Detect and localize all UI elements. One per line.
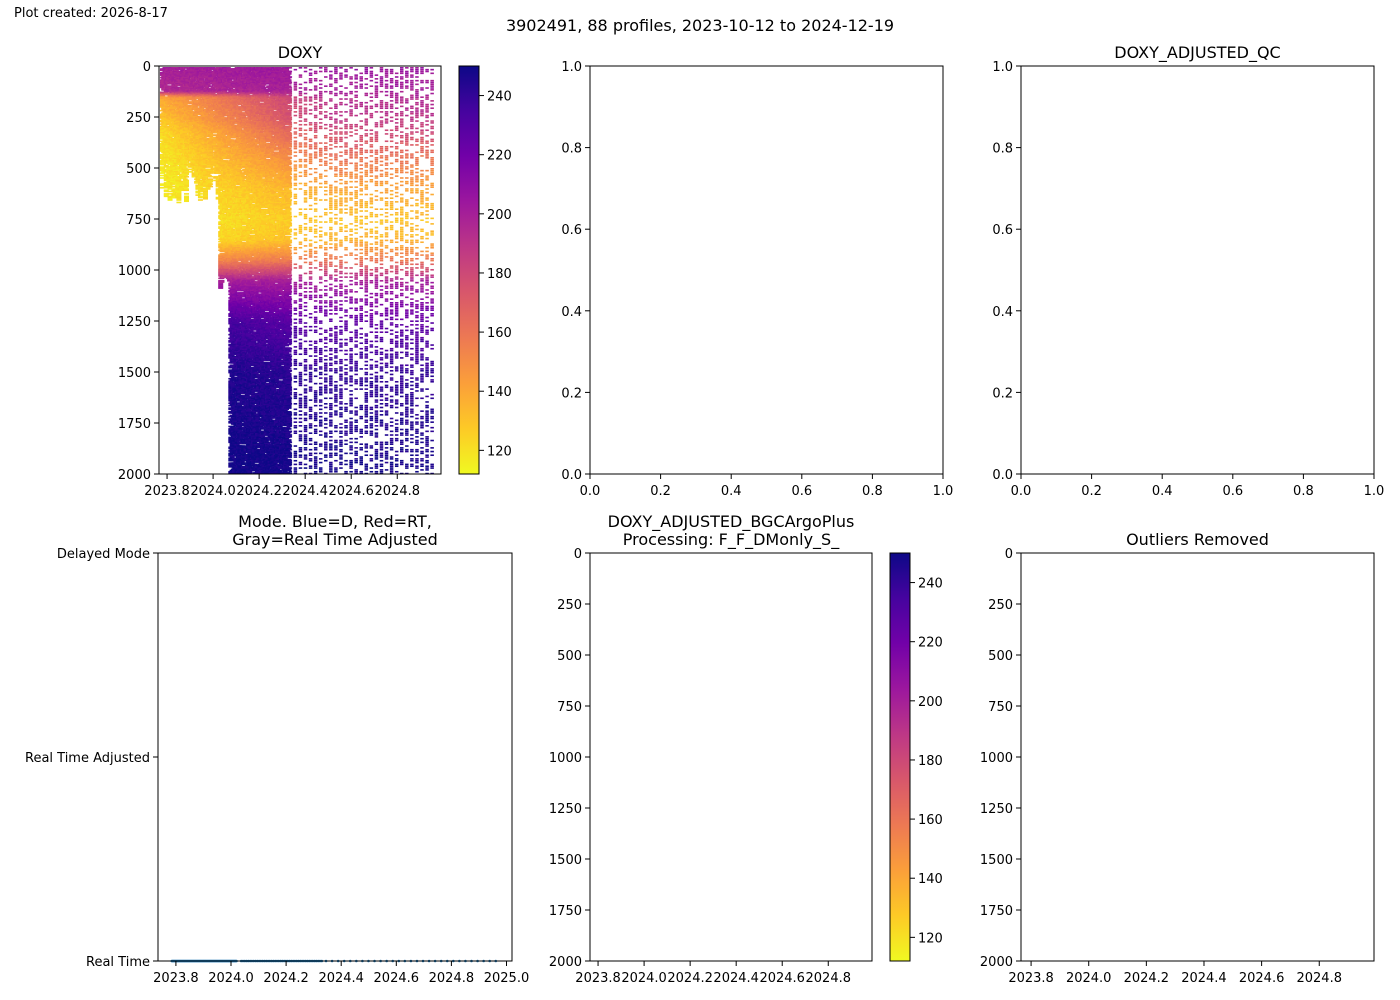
- doxy-profile-sample: [208, 176, 213, 178]
- doxy-profile-sample: [168, 199, 173, 201]
- doxy-profile-sample: [184, 189, 189, 191]
- doxy-profile-sample: [184, 193, 189, 195]
- doxy-profile-sample: [198, 193, 203, 195]
- doxy-profile-sample: [184, 186, 189, 188]
- doxy-heatmap-marks: [160, 67, 434, 475]
- doxy-profile-sample: [208, 186, 213, 188]
- doxy-profile-sample: [184, 174, 189, 176]
- doxy-profile-sample: [176, 199, 181, 201]
- doxy-profile-sample: [208, 181, 213, 183]
- doxy-profile-sample: [203, 198, 208, 200]
- doxy-profile-sample: [198, 199, 203, 201]
- doxy-profile-sample: [208, 183, 213, 185]
- doxy-profile-sample: [218, 287, 223, 289]
- doxy-profile-sample: [219, 281, 224, 283]
- doxy-profile-sample: [176, 202, 181, 204]
- doxy-profile-sample: [184, 200, 189, 202]
- doxy-profile-sample: [198, 197, 203, 199]
- doxy-profile-sample: [184, 176, 189, 178]
- doxy-profile-sample: [206, 188, 211, 190]
